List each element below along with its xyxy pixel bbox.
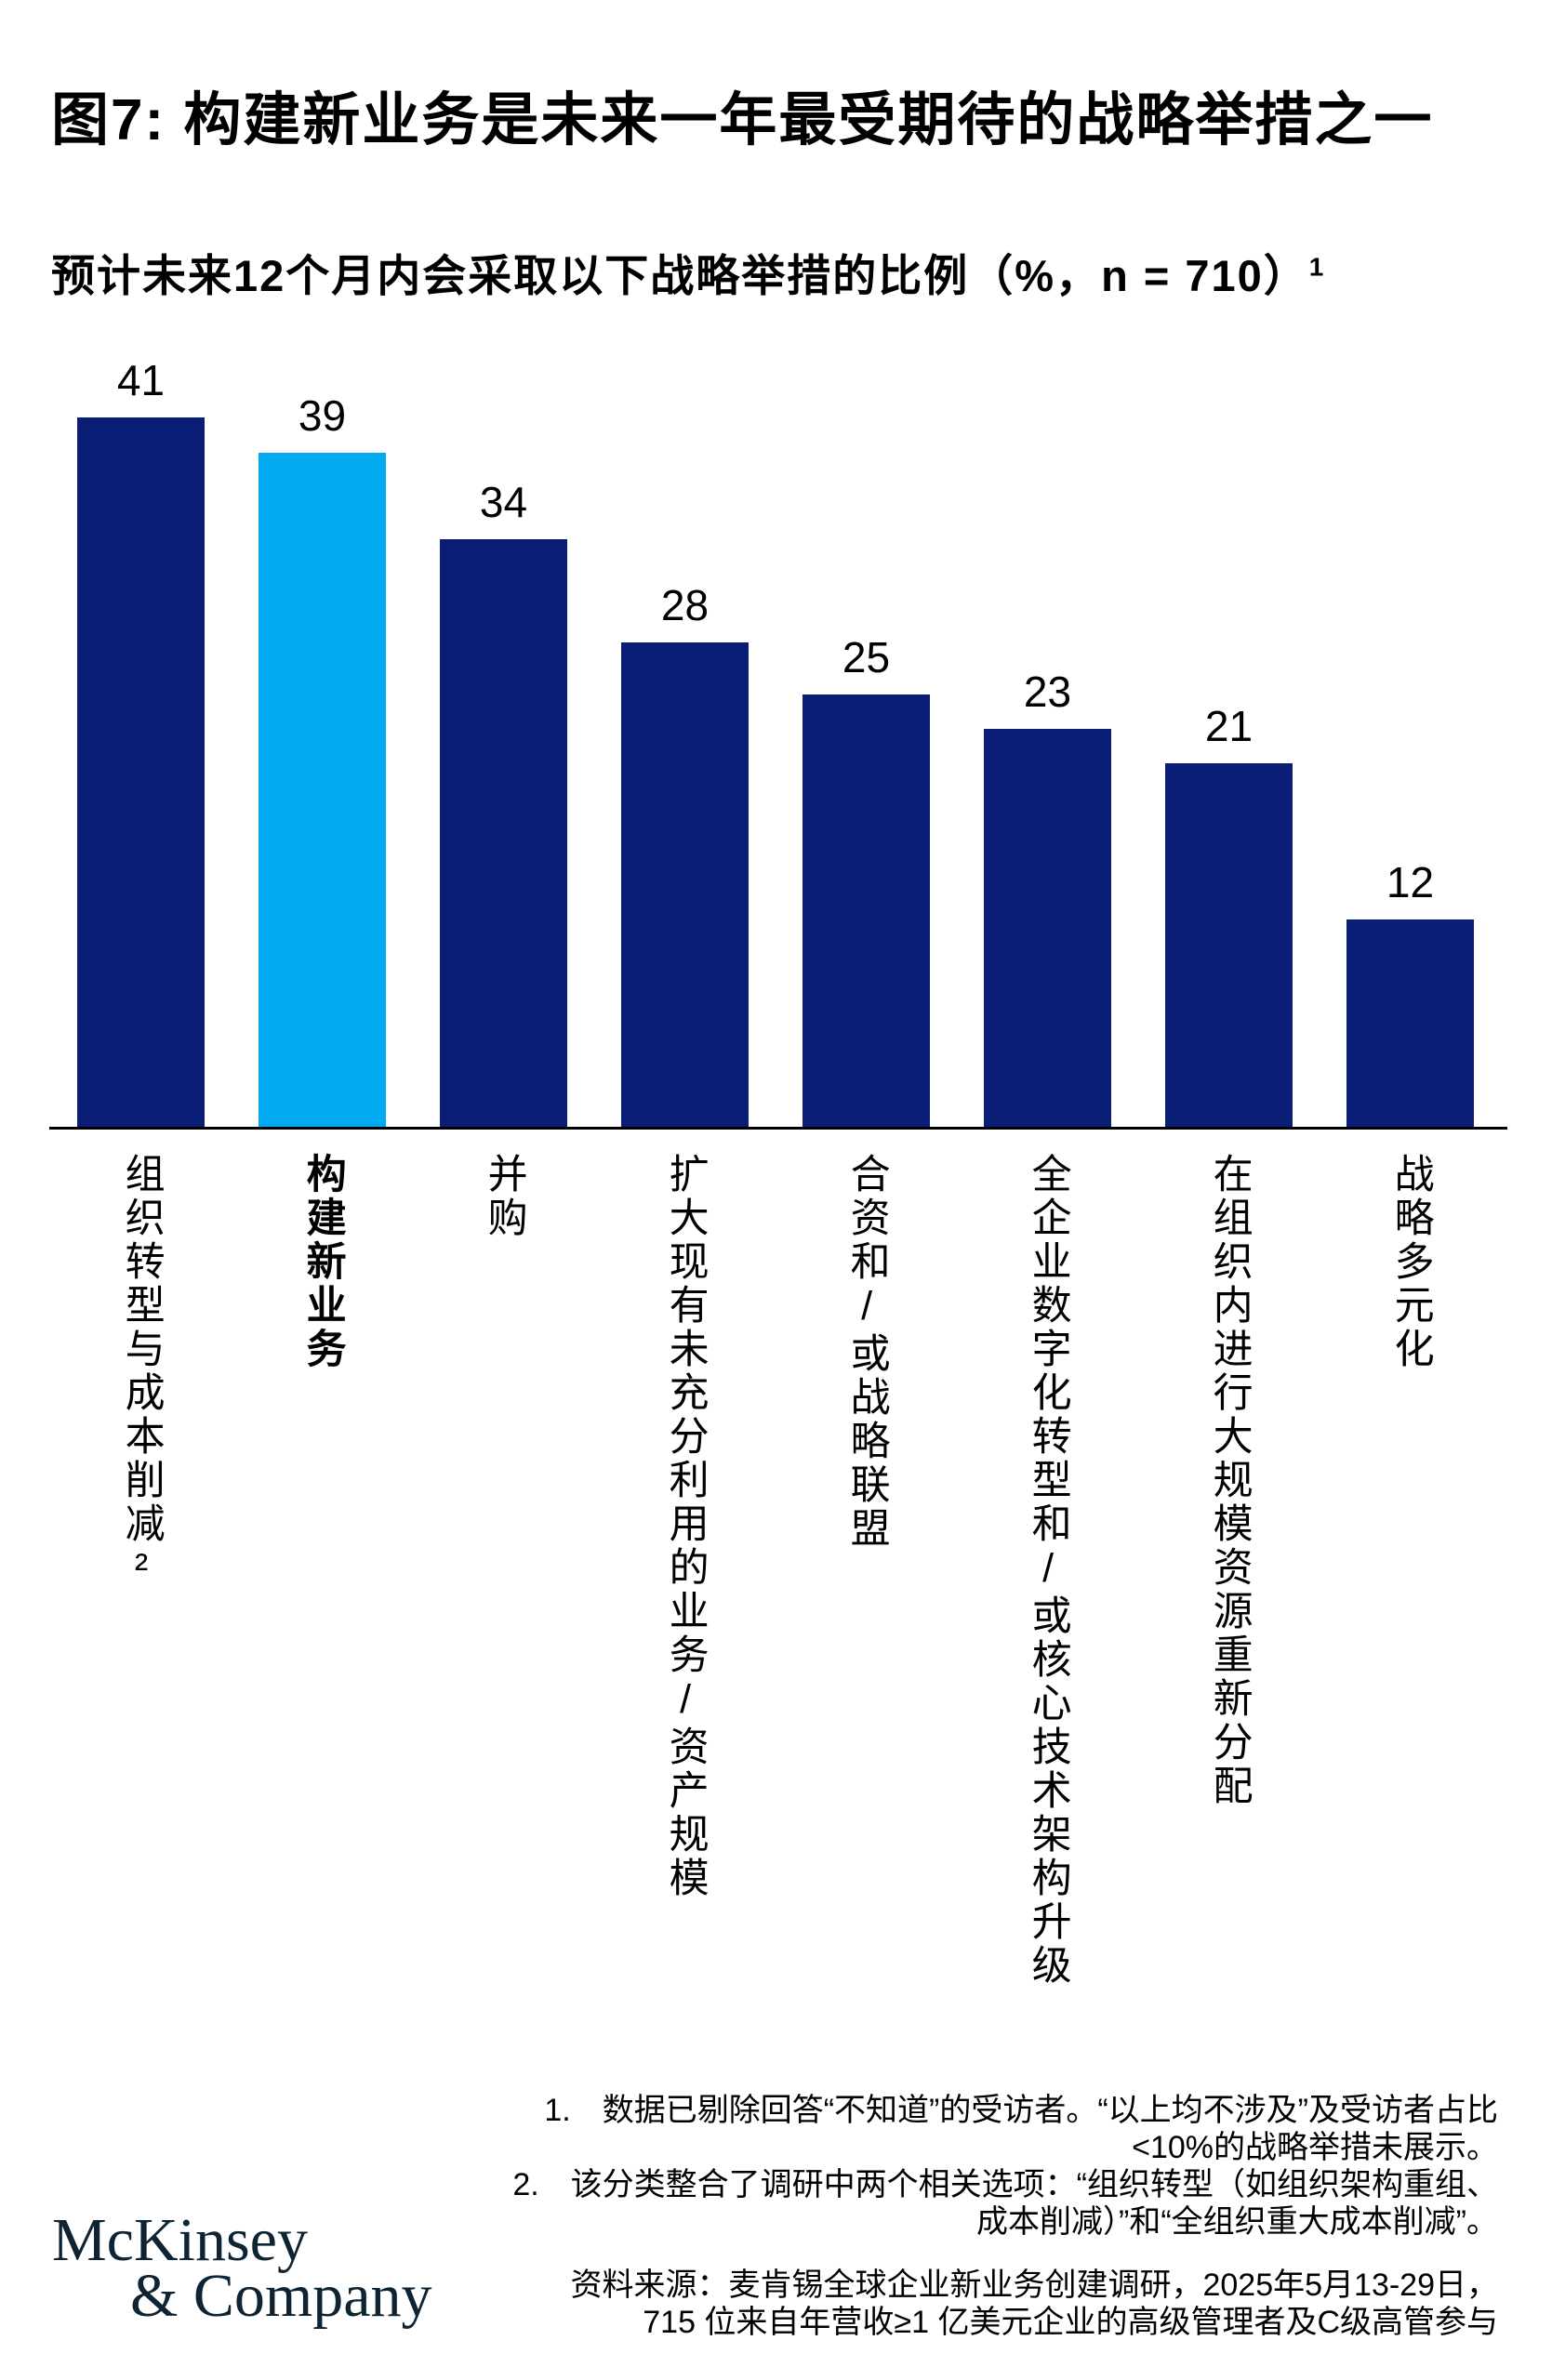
bar-value-label: 28 — [660, 581, 710, 629]
category-cell: 合资和/或战略联盟 — [803, 1153, 930, 1988]
category-label: 全企业数字化转型和/或核心技术架构升级 — [1026, 1153, 1071, 1988]
category-label: 并购 — [482, 1153, 527, 1240]
figure-title: 图7: 构建新业务是未来一年最受期待的战略举措之一 — [51, 88, 1434, 152]
category-cell: 构建新业务 — [259, 1153, 386, 1988]
footnote-line: 成本削减）”和“全组织重大成本削减”。 — [976, 2204, 1498, 2240]
category-label: 组织转型与成本削减² — [119, 1153, 165, 1594]
bar — [1346, 919, 1474, 1127]
category-label: 扩大现有未充分利用的业务/资产规模 — [663, 1153, 709, 1900]
bar-value-label: 39 — [298, 391, 347, 440]
bar — [1165, 763, 1293, 1127]
bar — [77, 417, 205, 1127]
logo-line2: & Company — [130, 2262, 432, 2330]
bar — [803, 694, 930, 1127]
footnote-line: 1. 数据已剔除回答“不知道”的受访者。“以上均不涉及”及受访者占比 — [544, 2093, 1498, 2128]
category-cell: 战略多元化 — [1346, 1153, 1474, 1988]
category-label: 构建新业务 — [300, 1153, 346, 1371]
chart-subtitle: 预计未来12个月内会采取以下战略举措的比例（%，n = 710）1 — [51, 240, 1325, 304]
footnotes-block: 1. 数据已剔除回答“不知道”的受访者。“以上均不涉及”及受访者占比 <10%的战… — [401, 2092, 1498, 2341]
bars-area: 41 39 34 28 25 23 21 12 — [77, 342, 1474, 1127]
subtitle-footnote-marker: 1 — [1308, 252, 1326, 282]
category-label: 合资和/或战略联盟 — [844, 1153, 890, 1551]
category-cell: 并购 — [440, 1153, 567, 1988]
bar-column: 34 — [440, 477, 567, 1127]
x-axis-line — [49, 1127, 1507, 1130]
bar-column: 39 — [259, 390, 386, 1127]
bar-column: 21 — [1165, 701, 1293, 1127]
source-block: 资料来源：麦肯锡全球企业新业务创建调研，2025年5月13-29日， 715 位来… — [401, 2267, 1498, 2341]
source-line: 715 位来自年营收≥1 亿美元企业的高级管理者及C级高管参与 — [643, 2305, 1498, 2340]
bar-column: 25 — [803, 632, 930, 1127]
bar-value-label: 25 — [842, 633, 891, 681]
bar-highlighted — [259, 453, 386, 1127]
bar — [440, 539, 567, 1127]
category-label: 战略多元化 — [1388, 1153, 1434, 1371]
category-cell: 全企业数字化转型和/或核心技术架构升级 — [984, 1153, 1111, 1988]
footnote-line: <10%的战略举措未展示。 — [1132, 2130, 1498, 2165]
bar-value-label: 12 — [1386, 858, 1435, 906]
mckinsey-logo: McKinsey & Company — [52, 2206, 432, 2330]
category-cell: 扩大现有未充分利用的业务/资产规模 — [621, 1153, 749, 1988]
bar — [621, 642, 749, 1127]
bar-column: 23 — [984, 667, 1111, 1127]
bar-value-label: 23 — [1023, 668, 1072, 716]
category-labels-row: 组织转型与成本削减² 构建新业务 并购 扩大现有未充分利用的业务/资产规模 合资和/或战… — [77, 1153, 1474, 1988]
bar-column: 28 — [621, 580, 749, 1127]
category-label: 在组织内进行大规模资源重新分配 — [1207, 1153, 1253, 1808]
bar-value-label: 34 — [479, 478, 528, 526]
bar-value-label: 21 — [1204, 702, 1254, 750]
footnote-line: 2. 该分类整合了调研中两个相关选项：“组织转型（如组织架构重组、 — [512, 2167, 1498, 2202]
category-cell: 在组织内进行大规模资源重新分配 — [1165, 1153, 1293, 1988]
footnotes: 1. 数据已剔除回答“不知道”的受访者。“以上均不涉及”及受访者占比 <10%的战… — [401, 2092, 1498, 2241]
logo-line1: McKinsey — [52, 2206, 308, 2274]
chart-subtitle-text: 预计未来12个月内会采取以下战略举措的比例（%，n = 710） — [51, 251, 1309, 300]
bar-column: 41 — [77, 355, 205, 1127]
bar — [984, 729, 1111, 1127]
bar-column: 12 — [1346, 857, 1474, 1127]
source-line: 资料来源：麦肯锡全球企业新业务创建调研，2025年5月13-29日， — [570, 2268, 1498, 2303]
category-cell: 组织转型与成本削减² — [77, 1153, 205, 1988]
bar-value-label: 41 — [116, 356, 166, 404]
